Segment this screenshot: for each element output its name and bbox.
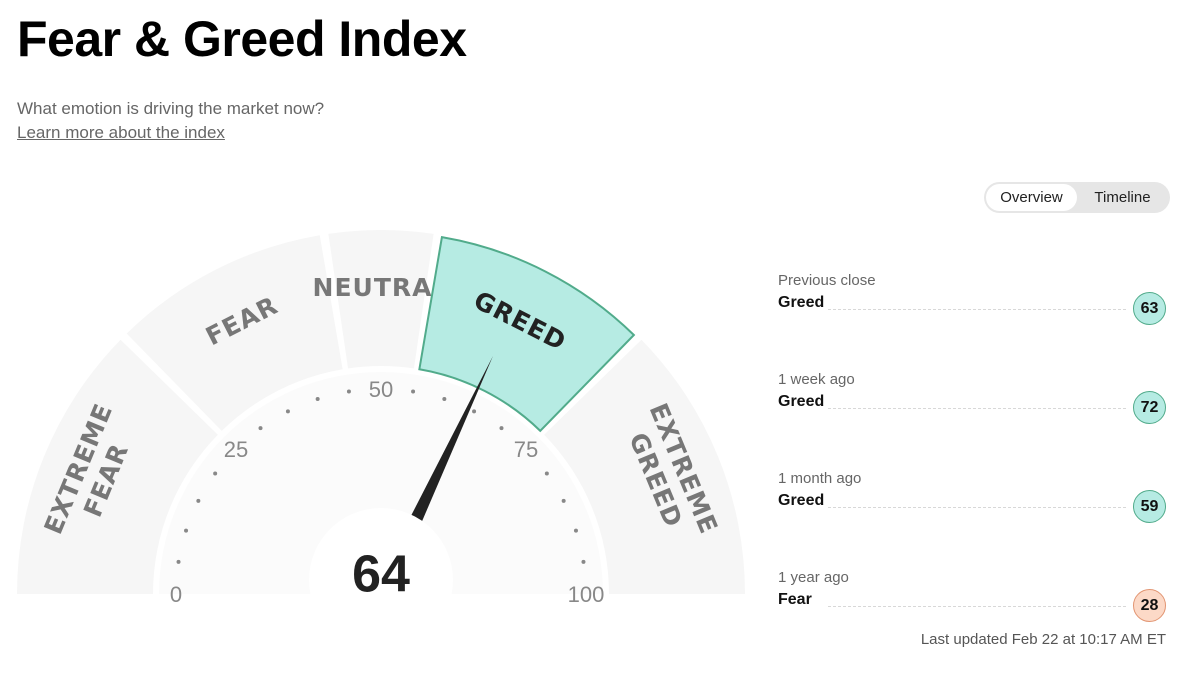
page-subtitle: What emotion is driving the market now?: [17, 99, 325, 118]
dotted-leader: [828, 309, 1126, 310]
gauge-tick-dot: [472, 409, 477, 414]
history-rating: Greed: [778, 492, 825, 509]
history-label: 1 year ago: [778, 569, 849, 586]
history-rating: Fear: [778, 591, 812, 608]
gauge-value: 64: [352, 546, 410, 604]
gauge-tick-dot: [213, 471, 218, 476]
history-rating: Greed: [778, 393, 825, 410]
gauge-scale-label: 50: [369, 377, 393, 402]
history-score-badge: 59: [1133, 490, 1166, 523]
gauge-segment-extreme-fear: [17, 339, 218, 594]
gauge-scale-label: 100: [568, 582, 605, 607]
view-toggle: Overview Timeline: [984, 182, 1170, 213]
page-title: Fear & Greed Index: [17, 11, 467, 67]
gauge-tick-dot: [184, 528, 189, 533]
gauge-inner-area: [159, 372, 603, 594]
history-row-1-month-ago: 1 month ago Greed 59: [778, 470, 1168, 569]
gauge-scale-label: 0: [170, 582, 182, 607]
history-row-1-year-ago: 1 year ago Fear 28: [778, 569, 1168, 668]
gauge-tick-dot: [573, 528, 578, 533]
history-score-badge: 28: [1133, 589, 1166, 622]
history-rating: Greed: [778, 294, 825, 311]
gauge-tick-dot: [411, 389, 416, 394]
gauge-tick-dot: [346, 389, 351, 394]
overview-tab[interactable]: Overview: [986, 184, 1077, 211]
history-label: Previous close: [778, 272, 876, 289]
history-row-previous-close: Previous close Greed 63: [778, 272, 1168, 371]
gauge-segment-extreme-greed: [544, 339, 745, 594]
dotted-leader: [828, 507, 1126, 508]
learn-more-link[interactable]: Learn more about the index: [17, 123, 225, 142]
gauge-tick-dot: [581, 559, 586, 564]
history-label: 1 week ago: [778, 371, 855, 388]
dotted-leader: [828, 606, 1126, 607]
gauge-center-hub: [309, 508, 453, 640]
gauge-scale-label: 25: [224, 437, 248, 462]
timeline-tab[interactable]: Timeline: [1094, 189, 1151, 206]
gauge-tick-dot: [315, 397, 320, 402]
dotted-leader: [828, 408, 1126, 409]
history-label: 1 month ago: [778, 470, 862, 487]
gauge-segment-label: NEUTRAL: [313, 273, 450, 302]
gauge-scale-label: 75: [514, 437, 538, 462]
last-updated-text: Last updated Feb 22 at 10:17 AM ET: [920, 631, 1166, 648]
history-score-badge: 63: [1133, 292, 1166, 325]
gauge-segment-neutral: [328, 230, 434, 369]
history-row-1-week-ago: 1 week ago Greed 72: [778, 371, 1168, 470]
gauge-tick-dot: [285, 409, 290, 414]
gauge-tick-dot: [499, 426, 504, 431]
gauge-tick-dot: [176, 559, 181, 564]
gauge-tick-dot: [561, 498, 566, 503]
history-score-badge: 72: [1133, 391, 1166, 424]
gauge-tick-dot: [196, 498, 201, 503]
gauge-tick-dot: [544, 471, 549, 476]
gauge-tick-dot: [442, 397, 447, 402]
gauge-segment-fear: [126, 235, 343, 431]
gauge-tick-dot: [258, 426, 263, 431]
history-panel: Previous close Greed 63 1 week ago Greed…: [778, 272, 1168, 668]
gauge-segment-greed: [418, 236, 636, 433]
